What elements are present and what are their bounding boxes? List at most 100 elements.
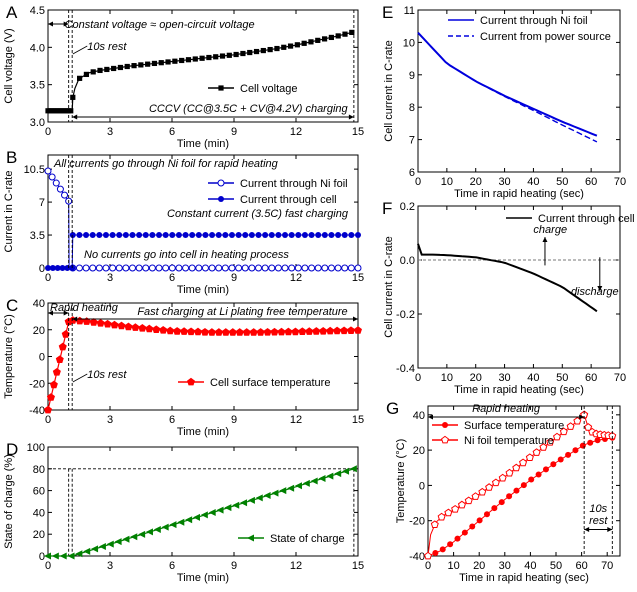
y-tick-label: -20 [29,378,45,390]
data-point [235,264,243,272]
arrowhead [63,21,69,27]
data-point [148,264,156,272]
x-tick-label: 70 [601,560,613,572]
data-point [201,264,209,272]
data-point [328,232,335,239]
data-point [247,496,255,504]
y-tick-label: 3.5 [30,80,45,92]
data-point [271,489,279,497]
data-point [263,327,272,336]
legend-label: Current through cell [538,213,635,225]
data-point [75,264,83,272]
data-point [145,528,153,536]
y-tick-label: 20 [33,529,45,541]
data-point [83,547,91,555]
y-tick-label: 100 [27,442,45,454]
data-point [188,264,196,272]
arrowhead [428,414,433,420]
panel-A: 0 3 6 9 12 15 3.0 3.5 4.0 4.5 Time (min) Cell volta… [3,3,364,150]
data-point [248,264,256,272]
data-point [221,264,229,272]
data-point [145,61,151,67]
series-line-current-from-power-source [417,32,598,143]
arrowhead [607,527,613,533]
data-point [54,265,61,271]
x-axis-label: Time in rapid heating (sec) [459,572,589,584]
data-point [130,533,138,541]
y-axis-label: Cell current in C-rate [383,40,395,141]
data-point [90,69,96,75]
data-point [185,57,192,63]
data-point [221,328,230,336]
x-tick-label: 15 [352,414,364,426]
data-point [253,48,260,55]
x-tick-label: 15 [352,126,364,138]
y-tick-label: -20 [409,516,425,528]
x-tick-label: 20 [470,372,482,384]
data-point [70,94,76,100]
data-point [335,33,341,39]
data-point [166,326,175,335]
y-axis-label: Current in C-rate [3,171,15,253]
data-point [565,451,572,458]
annotation: rest [589,515,608,527]
data-point [156,232,163,239]
data-point [342,467,350,475]
annotation: charge [533,224,567,236]
y-tick-label: 3.5 [30,230,45,242]
data-point [219,53,226,59]
y-tick-label: 3.0 [30,117,45,129]
data-point [321,232,328,239]
x-tick-label: 0 [45,560,51,572]
data-point [180,327,189,335]
data-point [349,29,355,35]
data-point [328,34,334,41]
data-point [312,327,321,335]
data-point [215,264,223,272]
data-point [169,232,176,239]
data-point [193,513,201,521]
data-point [214,328,223,336]
x-tick-label: 40 [527,176,539,188]
data-point [96,232,103,239]
data-point [437,512,446,521]
y-tick-label: 20 [413,445,425,457]
data-point [122,264,130,272]
y-tick-label: 60 [33,486,45,498]
y-axis-label: State of charge (%) [3,454,15,549]
legend-label: Ni foil temperature [464,435,554,447]
data-point [302,479,310,487]
data-point [149,232,156,239]
x-tick-label: 3 [107,272,113,284]
data-point [469,523,476,530]
y-tick-label: 40 [33,507,45,519]
y-tick-label: 0.2 [400,201,415,213]
data-point [315,37,321,43]
legend-marker [441,435,449,444]
panel-letter: D [6,440,18,459]
annotation: Rapid heating [472,403,541,415]
x-tick-label: 40 [524,560,536,572]
data-point [83,232,90,239]
data-point [226,52,232,58]
data-point [314,264,322,272]
data-point [308,39,314,45]
data-point [550,461,557,468]
data-point [513,487,520,494]
y-axis-label: Temperature (°C) [3,314,15,398]
data-point [153,525,161,533]
y-axis-label: Temperature (°C) [395,439,407,523]
data-point [45,265,51,271]
data-point [287,43,294,49]
x-tick-label: 9 [231,414,237,426]
data-point [52,179,60,187]
data-point [326,472,334,480]
annotation: Constant voltage ≈ open-circuit voltage [65,19,255,31]
data-point [189,232,196,239]
data-point [291,327,300,336]
x-tick-label: 30 [498,176,510,188]
plot-frame [417,205,621,369]
data-point [333,326,342,335]
arrowhead [597,286,603,292]
x-tick-label: 50 [550,560,562,572]
